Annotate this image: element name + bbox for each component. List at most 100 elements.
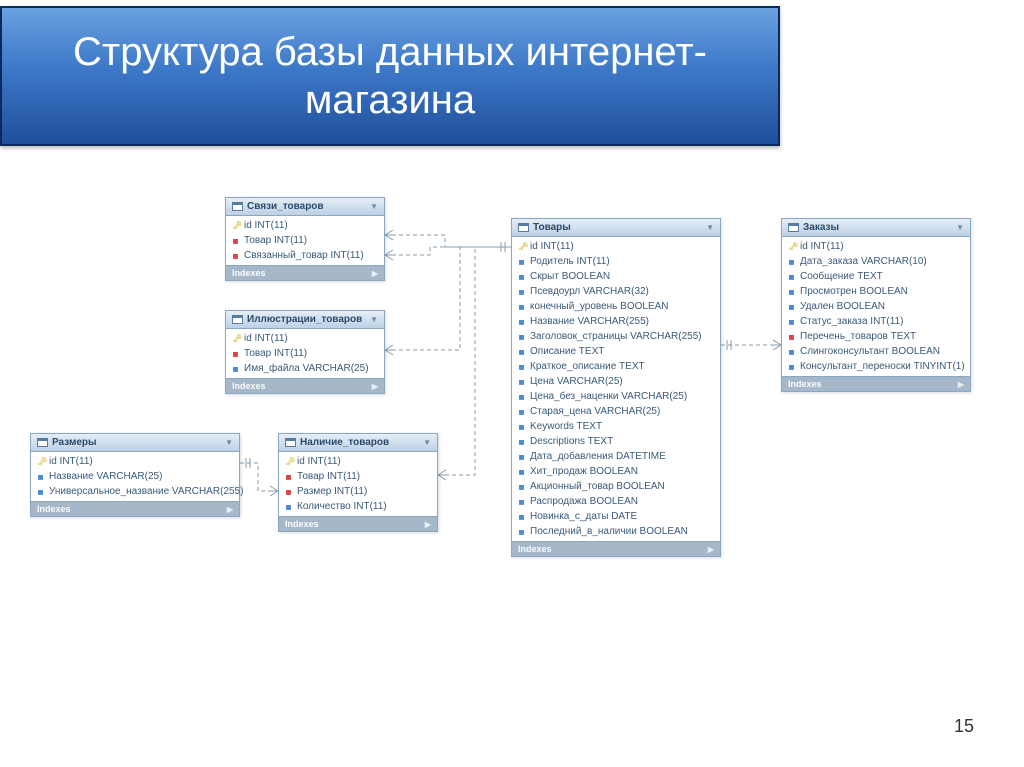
entity-illustr: Иллюстрации_товаров▼🗝id INT(11)◆Товар IN…	[225, 310, 385, 394]
diamond-icon: ◆	[516, 346, 527, 357]
field-row: 🗝 id INT(11)	[226, 218, 384, 233]
field-row: 🗝id INT(11)	[782, 239, 970, 254]
entity-footer: Indexes▶	[782, 376, 970, 391]
entity-header: Связи_товаров▼	[226, 198, 384, 216]
indexes-label: Indexes	[518, 544, 552, 554]
entity-fields: 🗝id INT(11)◆Товар INT(11)◆Связанный_това…	[226, 216, 384, 265]
diamond-icon: ◆	[516, 376, 527, 387]
field-label: Связанный_товар INT(11)	[244, 250, 364, 261]
field-label: Цена_без_наценки VARCHAR(25)	[530, 391, 687, 402]
field-label: Descriptions TEXT	[530, 436, 613, 447]
field-row: ◆Родитель INT(11)	[512, 254, 720, 269]
collapse-icon: ▼	[370, 315, 378, 324]
entity-footer: Indexes▶	[226, 265, 384, 280]
diamond-icon: ◆	[230, 363, 241, 374]
field-label: Товар INT(11)	[297, 471, 360, 482]
field-label: id INT(11)	[244, 220, 288, 231]
field-label: Сообщение TEXT	[800, 271, 883, 282]
diamond-icon: ◆	[516, 331, 527, 342]
expand-icon: ▶	[372, 382, 378, 391]
diamond-icon: ◆	[516, 256, 527, 267]
field-row: 🗝id INT(11)	[279, 454, 437, 469]
expand-icon: ▶	[425, 520, 431, 529]
entity-title: Размеры	[52, 437, 221, 448]
entity-footer: Indexes▶	[512, 541, 720, 556]
field-row: ◆Распродажа BOOLEAN	[512, 494, 720, 509]
field-label: Краткое_описание TEXT	[530, 361, 645, 372]
page-number: 15	[954, 716, 974, 737]
field-row: ◆Товар INT(11)	[226, 346, 384, 361]
entity-footer: Indexes▶	[279, 516, 437, 531]
field-row: ◆Цена VARCHAR(25)	[512, 374, 720, 389]
field-row: ◆Товар INT(11)	[279, 469, 437, 484]
diamond-icon: ◆	[516, 391, 527, 402]
entity-header: Заказы▼	[782, 219, 970, 237]
key-icon: 🗝	[37, 458, 45, 466]
diamond-icon: ◆	[516, 481, 527, 492]
diamond-icon: ◆	[516, 526, 527, 537]
field-row: ◆Псевдоурл VARCHAR(32)	[512, 284, 720, 299]
field-row: ◆Старая_цена VARCHAR(25)	[512, 404, 720, 419]
field-label: Статус_заказа INT(11)	[800, 316, 903, 327]
diamond-icon: ◆	[516, 361, 527, 372]
entity-fields: 🗝id INT(11)◆Дата_заказа VARCHAR(10)◆Сооб…	[782, 237, 970, 376]
entity-fields: 🗝id INT(11)◆Товар INT(11)◆Имя_файла VARC…	[226, 329, 384, 378]
diamond-icon: ◆	[786, 286, 797, 297]
entity-header: Иллюстрации_товаров▼	[226, 311, 384, 329]
field-label: Последний_в_наличии BOOLEAN	[530, 526, 688, 537]
field-label: Акционный_товар BOOLEAN	[530, 481, 665, 492]
field-row: ◆Количество INT(11)	[279, 499, 437, 514]
field-row: ◆Универсальное_название VARCHAR(255)	[31, 484, 239, 499]
key-icon: 🗝	[518, 243, 526, 251]
field-label: Заголовок_страницы VARCHAR(255)	[530, 331, 702, 342]
field-row: ◆Дата_добавления DATETIME	[512, 449, 720, 464]
field-label: Товар INT(11)	[244, 235, 307, 246]
field-row: ◆Удален BOOLEAN	[782, 299, 970, 314]
indexes-label: Indexes	[232, 268, 266, 278]
field-row: ◆Статус_заказа INT(11)	[782, 314, 970, 329]
field-label: Keywords TEXT	[530, 421, 602, 432]
indexes-label: Indexes	[788, 379, 822, 389]
field-row: ◆конечный_уровень BOOLEAN	[512, 299, 720, 314]
entity-svyazi: Связи_товаров▼🗝id INT(11)◆Товар INT(11)◆…	[225, 197, 385, 281]
field-label: id INT(11)	[530, 241, 574, 252]
key-icon: 🗝	[232, 222, 240, 230]
entity-header: Товары▼	[512, 219, 720, 237]
field-row: ◆Слингоконсультант BOOLEAN	[782, 344, 970, 359]
table-icon	[788, 223, 799, 232]
er-diagram: Связи_товаров▼🗝id INT(11)◆Товар INT(11)◆…	[0, 175, 1024, 735]
field-row: ◆Последний_в_наличии BOOLEAN	[512, 524, 720, 539]
diamond-icon: ◆	[230, 348, 241, 359]
field-label: Количество INT(11)	[297, 501, 387, 512]
entity-title: Заказы	[803, 222, 952, 233]
table-icon	[232, 315, 243, 324]
diamond-icon: ◆	[516, 496, 527, 507]
field-label: Родитель INT(11)	[530, 256, 610, 267]
field-row: ◆Перечень_товаров TEXT	[782, 329, 970, 344]
diamond-icon: ◆	[516, 316, 527, 327]
field-label: Перечень_товаров TEXT	[800, 331, 916, 342]
diamond-icon: ◆	[283, 486, 294, 497]
field-row: ◆Descriptions TEXT	[512, 434, 720, 449]
field-row: 🗝 id INT(11)	[31, 454, 239, 469]
entity-title: Товары	[533, 222, 702, 233]
diamond-icon: ◆	[230, 235, 241, 246]
diamond-icon: ◆	[516, 421, 527, 432]
diamond-icon: ◆	[516, 436, 527, 447]
field-label: id INT(11)	[49, 456, 93, 467]
field-label: Консультант_переноски TINYINT(1)	[800, 361, 965, 372]
page-title: Структура базы данных интернет-магазина	[22, 28, 758, 124]
entity-footer: Indexes▶	[31, 501, 239, 516]
expand-icon: ▶	[227, 505, 233, 514]
field-row: ◆Название VARCHAR(25)	[31, 469, 239, 484]
diamond-icon: ◆	[516, 406, 527, 417]
field-row: ◆Просмотрен BOOLEAN	[782, 284, 970, 299]
diamond-icon: ◆	[786, 346, 797, 357]
diamond-icon: ◆	[786, 271, 797, 282]
field-row: 🗝 id INT(11)	[512, 239, 720, 254]
field-label: Псевдоурл VARCHAR(32)	[530, 286, 649, 297]
field-label: Имя_файла VARCHAR(25)	[244, 363, 369, 374]
diamond-icon: ◆	[516, 451, 527, 462]
diamond-icon: ◆	[786, 316, 797, 327]
entity-title: Наличие_товаров	[300, 437, 419, 448]
